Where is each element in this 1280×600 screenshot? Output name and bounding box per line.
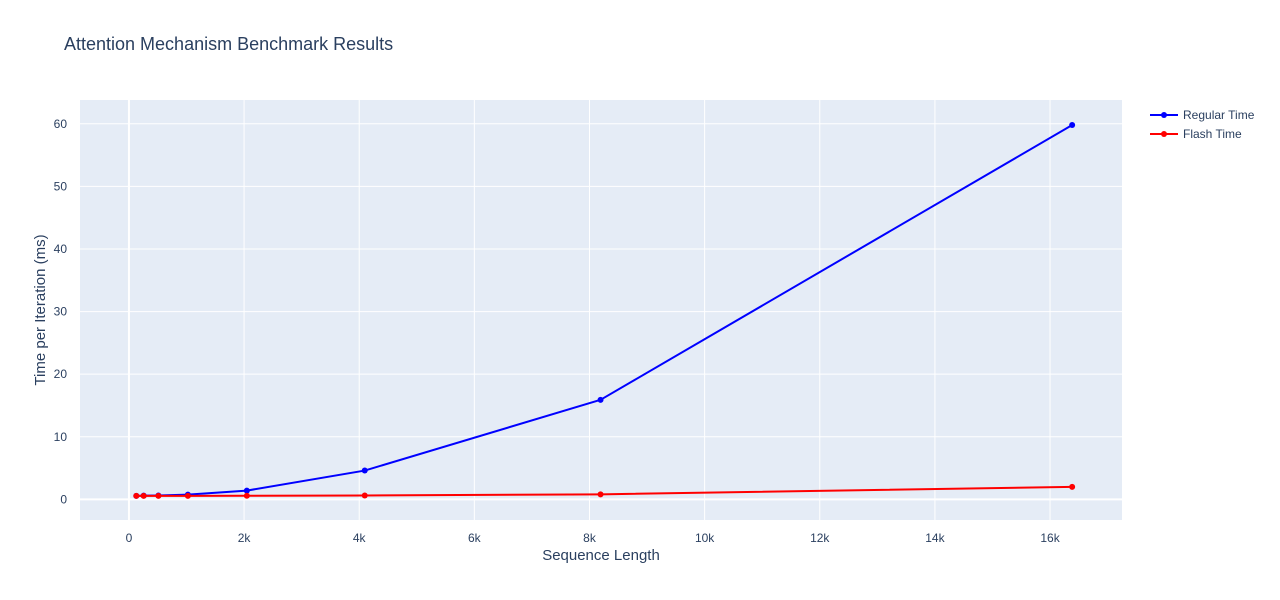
y-tick-label: 60	[54, 117, 68, 131]
y-axis-ticks: 0 10 20 30 40 50 60	[54, 117, 68, 507]
data-point-flash-time[interactable]	[133, 493, 139, 499]
data-point-flash-time[interactable]	[155, 493, 161, 499]
y-tick-label: 50	[54, 179, 68, 193]
data-point-flash-time[interactable]	[141, 493, 147, 499]
x-tick-label: 10k	[695, 531, 715, 545]
data-point-flash-time[interactable]	[362, 492, 368, 498]
y-tick-label: 30	[54, 305, 68, 319]
y-tick-label: 20	[54, 367, 68, 381]
legend-item-regular-time[interactable]: Regular Time	[1150, 108, 1255, 122]
data-point-flash-time[interactable]	[244, 493, 250, 499]
x-tick-label: 16k	[1040, 531, 1060, 545]
data-point-regular-time[interactable]	[244, 488, 250, 494]
legend-item-flash-time[interactable]: Flash Time	[1150, 127, 1242, 141]
plot-area	[80, 100, 1122, 520]
legend-swatch-marker	[1161, 112, 1167, 118]
x-tick-label: 12k	[810, 531, 830, 545]
y-tick-label: 10	[54, 430, 68, 444]
data-point-regular-time[interactable]	[362, 468, 368, 474]
x-axis-ticks: 0 2k 4k 6k 8k 10k 12k 14k 16k	[126, 531, 1061, 545]
legend: Regular Time Flash Time	[1150, 108, 1255, 141]
y-tick-label: 0	[60, 492, 67, 506]
data-point-flash-time[interactable]	[185, 493, 191, 499]
data-point-flash-time[interactable]	[598, 491, 604, 497]
y-tick-label: 40	[54, 242, 68, 256]
x-tick-label: 4k	[353, 531, 367, 545]
data-point-regular-time[interactable]	[598, 397, 604, 403]
legend-label: Flash Time	[1183, 127, 1242, 141]
x-tick-label: 0	[126, 531, 133, 545]
data-point-regular-time[interactable]	[1069, 122, 1075, 128]
x-tick-label: 14k	[925, 531, 945, 545]
data-point-flash-time[interactable]	[1069, 484, 1075, 490]
x-tick-label: 8k	[583, 531, 597, 545]
x-tick-label: 6k	[468, 531, 482, 545]
y-axis-title: Time per Iteration (ms)	[32, 234, 49, 385]
chart-title: Attention Mechanism Benchmark Results	[64, 34, 393, 54]
legend-label: Regular Time	[1183, 108, 1255, 122]
x-axis-title: Sequence Length	[542, 547, 660, 564]
legend-swatch-marker	[1161, 131, 1167, 137]
x-tick-label: 2k	[238, 531, 252, 545]
